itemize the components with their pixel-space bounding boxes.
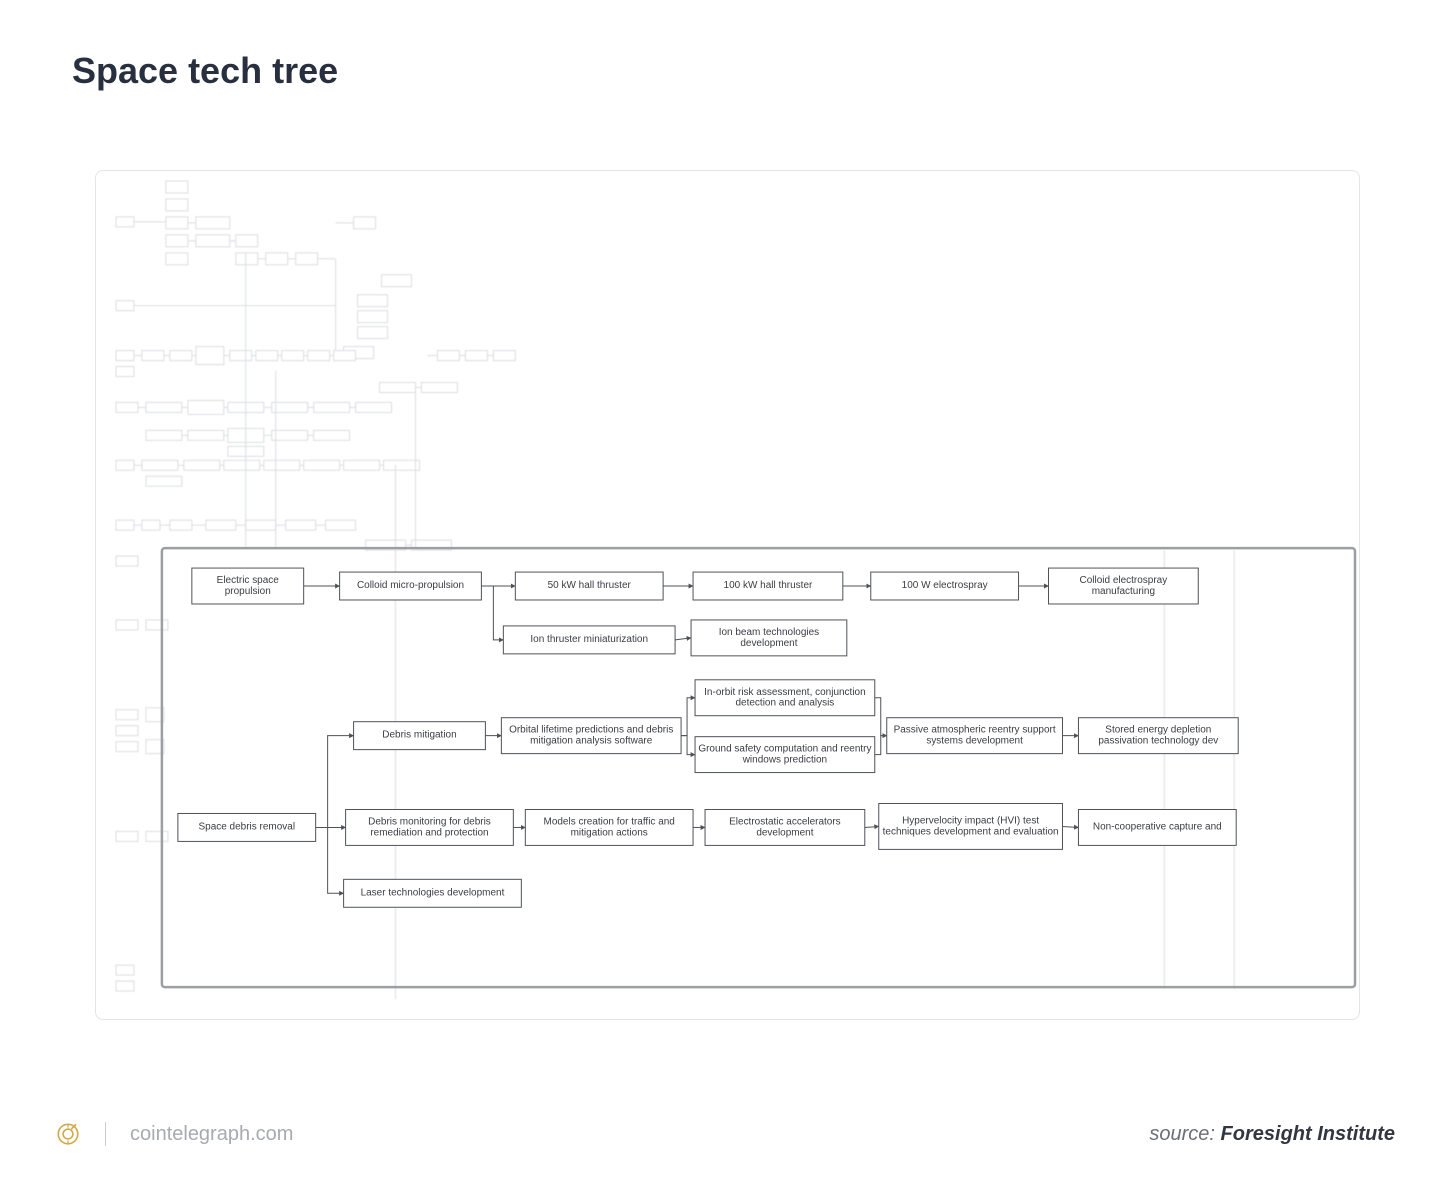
node-debris_removal: Space debris removal — [178, 813, 316, 841]
source-name: Foresight Institute — [1221, 1123, 1395, 1145]
node-passive_reentry: Passive atmospheric reentry support syst… — [887, 718, 1063, 754]
node-debris_mit: Debris mitigation — [354, 722, 486, 750]
node-colloid_mfg: Colloid electrospray manufacturing — [1048, 568, 1198, 604]
tech-tree-svg: Electric space propulsion Colloid micro-p… — [96, 171, 1359, 1019]
node-models: Models creation for traffic and mitigati… — [525, 809, 693, 845]
node-espray100: 100 W electrospray — [871, 572, 1019, 600]
node-electro_accel: Electrostatic accelerators development — [705, 809, 865, 845]
node-elec_prop: Electric space propulsion — [192, 568, 304, 604]
footer-left: cointelegraph.com — [55, 1121, 293, 1147]
node-orbital_sw: Orbital lifetime predictions and debris … — [501, 718, 681, 754]
footer-divider — [105, 1122, 106, 1146]
node-hall100: 100 kW hall thruster — [693, 572, 843, 600]
node-hvi: Hypervelocity impact (HVI) test techniqu… — [879, 804, 1063, 850]
page-title: Space tech tree — [72, 50, 338, 92]
cointelegraph-logo-icon — [55, 1121, 81, 1147]
footer-source: source: Foresight Institute — [1149, 1123, 1395, 1146]
node-hall50: 50 kW hall thruster — [515, 572, 663, 600]
source-label: source: — [1149, 1123, 1220, 1145]
node-ion_mini: Ion thruster miniaturization — [503, 626, 675, 654]
node-stored_energy: Stored energy depletion passivation tech… — [1078, 718, 1238, 754]
node-colloid_micro: Colloid micro-propulsion — [340, 572, 482, 600]
tech-tree-diagram: Electric space propulsion Colloid micro-p… — [95, 170, 1360, 1020]
footer-site-name: cointelegraph.com — [130, 1123, 293, 1146]
node-ground_safety: Ground safety computation and reentry wi… — [695, 737, 875, 773]
node-noncoop: Non-cooperative capture and — [1078, 809, 1236, 845]
node-inorbit_risk: In-orbit risk assessment, conjunction de… — [695, 680, 875, 716]
node-debris_monitor: Debris monitoring for debris remediation… — [346, 809, 514, 845]
footer: cointelegraph.com source: Foresight Inst… — [0, 1121, 1450, 1147]
node-laser: Laser technologies development — [344, 879, 522, 907]
node-ion_beam: Ion beam technologies development — [691, 620, 847, 656]
